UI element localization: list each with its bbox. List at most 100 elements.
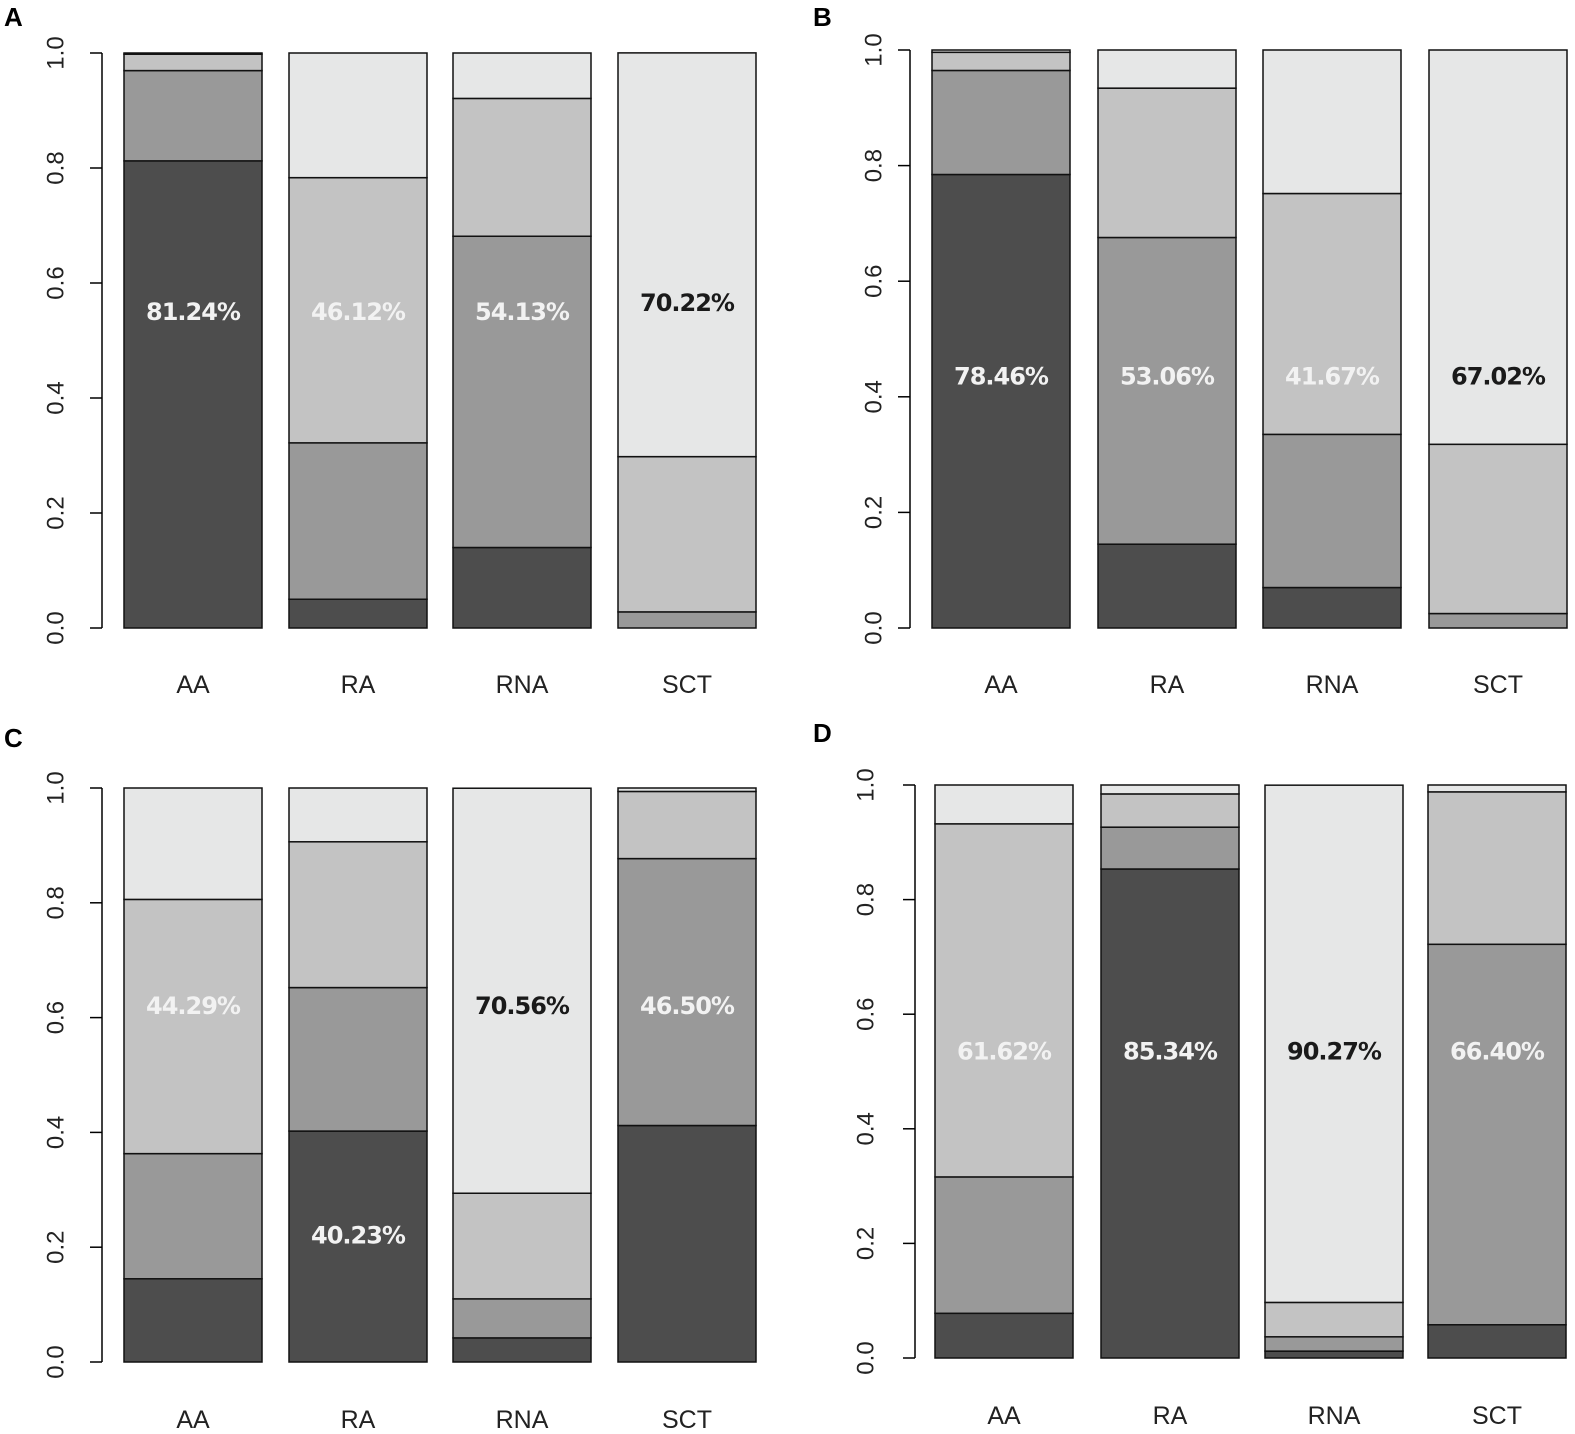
y-tick-label: 0.2 bbox=[861, 496, 888, 529]
x-category-label: AA bbox=[984, 671, 1018, 699]
bar-segment-rna-level4 bbox=[452, 52, 592, 100]
percent-label: 66.40% bbox=[1450, 1037, 1545, 1065]
x-category-label: SCT bbox=[662, 1406, 712, 1434]
bar-segment-ra-level3 bbox=[288, 176, 428, 444]
bar-segment-ra-level1 bbox=[288, 598, 428, 629]
chart-panel-c: C 0.0 0.2 0.4 0.6 0.8 1.0 AA RA RNA SCT 44.29% 40.23… bbox=[4, 723, 757, 1434]
bar-segment-rna-level4 bbox=[1262, 49, 1402, 195]
percent-label: 70.22% bbox=[640, 289, 735, 317]
bar-segment-rna-level3 bbox=[452, 1192, 592, 1300]
y-tick-label: 1.0 bbox=[43, 36, 70, 69]
bar-segment-sct-level1 bbox=[1427, 1324, 1567, 1359]
bar-segment-sct-level4 bbox=[1428, 49, 1568, 446]
percent-label: 81.24% bbox=[146, 298, 241, 326]
y-tick-label: 0.0 bbox=[43, 611, 70, 644]
bar-segment-ra-level4 bbox=[288, 787, 428, 843]
x-category-label: AA bbox=[987, 1402, 1021, 1430]
bar-segment-sct-level3 bbox=[617, 455, 757, 613]
y-tick-label: 0.8 bbox=[43, 151, 70, 184]
x-category-label: SCT bbox=[662, 671, 712, 699]
chart-panel-d: D 0.0 0.2 0.4 0.6 0.8 1.0 AA RA RNA SCT 61.62% 85.34… bbox=[813, 718, 1567, 1430]
bar-segment-ra-level2 bbox=[288, 442, 428, 600]
bar-segment-aa-level2 bbox=[123, 1152, 263, 1280]
bar-segment-ra-level2 bbox=[1097, 236, 1237, 545]
bar-segment-rna-level2 bbox=[452, 235, 592, 549]
bar-segment-sct-level3 bbox=[1427, 791, 1567, 946]
y-tick-label: 0.6 bbox=[43, 266, 70, 299]
bar-segment-aa-level1 bbox=[934, 1312, 1074, 1359]
x-category-label: RNA bbox=[496, 671, 549, 699]
bar-segment-rna-level1 bbox=[452, 1337, 592, 1363]
x-category-label: SCT bbox=[1473, 671, 1523, 699]
percent-label: 67.02% bbox=[1451, 363, 1546, 391]
panel-letter: B bbox=[813, 2, 832, 32]
y-tick-label: 1.0 bbox=[43, 771, 70, 804]
bar-segment-rna-level1 bbox=[452, 546, 592, 629]
x-category-label: SCT bbox=[1472, 1402, 1522, 1430]
bar-segment-aa-level3 bbox=[931, 51, 1071, 72]
y-tick-label: 0.0 bbox=[861, 611, 888, 644]
percent-label: 85.34% bbox=[1123, 1037, 1218, 1065]
bar-segment-rna-level3 bbox=[1262, 192, 1402, 436]
percent-label: 54.13% bbox=[475, 298, 570, 326]
y-tick-label: 0.8 bbox=[853, 883, 880, 916]
bar-segment-rna-level3 bbox=[1264, 1301, 1404, 1338]
bar-segment-rna-level4 bbox=[1264, 784, 1404, 1304]
bar-segment-aa-level1 bbox=[123, 160, 263, 629]
bar-segment-aa-level3 bbox=[123, 53, 263, 72]
percent-label: 53.06% bbox=[1120, 363, 1215, 391]
x-category-label: RA bbox=[1153, 1402, 1188, 1430]
bar-segment-ra-level3 bbox=[1097, 87, 1237, 239]
y-tick-label: 1.0 bbox=[853, 768, 880, 801]
bar-segment-sct-level3 bbox=[1428, 443, 1568, 615]
y-tick-label: 0.2 bbox=[43, 496, 70, 529]
bar-segment-aa-level2 bbox=[934, 1176, 1074, 1315]
x-category-label: RA bbox=[341, 1406, 376, 1434]
x-category-label: RA bbox=[1150, 671, 1185, 699]
chart-panel-b: B 0.0 0.2 0.4 0.6 0.8 1.0 AA RA RNA SCT 78.46% 53.06… bbox=[813, 2, 1568, 699]
y-tick-label: 0.0 bbox=[43, 1345, 70, 1378]
x-category-label: RNA bbox=[1308, 1402, 1361, 1430]
bar-segment-ra-level1 bbox=[288, 1130, 428, 1363]
bar-segment-rna-level2 bbox=[1262, 433, 1402, 589]
percent-label: 70.56% bbox=[475, 992, 570, 1020]
bar-segment-rna-level2 bbox=[1264, 1336, 1404, 1352]
bar-segment-aa-level4 bbox=[123, 787, 263, 901]
y-tick-label: 0.4 bbox=[43, 381, 70, 414]
x-category-label: RNA bbox=[1306, 671, 1359, 699]
bar-segment-aa-level3 bbox=[123, 898, 263, 1155]
bar-segment-rna-level4 bbox=[452, 787, 592, 1194]
bar-segment-rna-level1 bbox=[1262, 586, 1402, 629]
bar-segment-ra-level3 bbox=[1100, 793, 1240, 828]
y-tick-label: 0.6 bbox=[43, 1001, 70, 1034]
bar-segment-sct-level4 bbox=[617, 52, 757, 458]
bar-segment-ra-level1 bbox=[1100, 868, 1240, 1359]
bar-segment-sct-level2 bbox=[1428, 612, 1568, 629]
y-tick-label: 0.2 bbox=[853, 1227, 880, 1260]
y-tick-label: 0.4 bbox=[853, 1112, 880, 1145]
y-tick-label: 0.6 bbox=[853, 998, 880, 1031]
bar-segment-aa-level2 bbox=[931, 69, 1071, 176]
bar-segment-ra-level1 bbox=[1097, 543, 1237, 629]
bar-segment-aa-level4 bbox=[123, 52, 263, 55]
bar-segment-ra-level3 bbox=[288, 841, 428, 989]
x-category-label: AA bbox=[176, 671, 210, 699]
percent-label: 46.12% bbox=[311, 298, 406, 326]
percent-label: 41.67% bbox=[1285, 363, 1380, 391]
bar-segment-ra-level4 bbox=[288, 52, 428, 179]
panel-letter: A bbox=[4, 2, 23, 32]
panel-letter: D bbox=[813, 718, 832, 748]
y-tick-label: 0.4 bbox=[43, 1116, 70, 1149]
bar-segment-aa-level3 bbox=[934, 823, 1074, 1178]
x-category-label: RNA bbox=[496, 1406, 549, 1434]
percent-label: 61.62% bbox=[957, 1037, 1052, 1065]
bar-segment-ra-level4 bbox=[1097, 49, 1237, 89]
percent-label: 90.27% bbox=[1287, 1037, 1382, 1065]
bar-segment-sct-level3 bbox=[617, 790, 757, 860]
bar-segment-ra-level4 bbox=[1100, 784, 1240, 795]
bar-segment-sct-level4 bbox=[617, 787, 757, 793]
bar-segment-rna-level3 bbox=[452, 97, 592, 238]
y-tick-label: 1.0 bbox=[861, 33, 888, 66]
x-category-label: RA bbox=[341, 671, 376, 699]
